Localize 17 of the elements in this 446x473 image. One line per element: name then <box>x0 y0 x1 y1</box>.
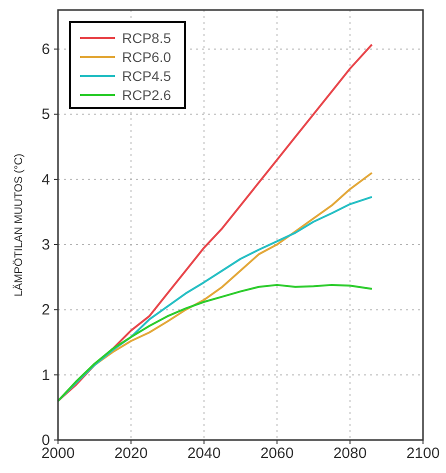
y-tick-label: 6 <box>42 41 50 58</box>
y-tick-label: 2 <box>42 302 50 319</box>
x-tick-label: 2040 <box>187 445 221 462</box>
legend-label: RCP8.5 <box>122 30 172 46</box>
y-tick-label: 1 <box>42 366 50 384</box>
y-tick-label: 4 <box>42 171 50 188</box>
legend-label: RCP6.0 <box>122 49 172 65</box>
x-tick-label: 2100 <box>406 445 440 462</box>
y-tick-label: 3 <box>42 236 50 254</box>
legend-label: RCP2.6 <box>122 87 172 103</box>
x-tick-label: 2080 <box>333 445 367 462</box>
legend-label: RCP4.5 <box>122 68 172 84</box>
x-tick-label: 2020 <box>114 445 148 462</box>
x-tick-label: 2060 <box>260 445 294 462</box>
line-series <box>57 284 373 402</box>
y-axis-title: LÄMPÖTILAN MUUTOS (°C) <box>12 154 25 296</box>
y-tick-label: 5 <box>42 106 50 124</box>
